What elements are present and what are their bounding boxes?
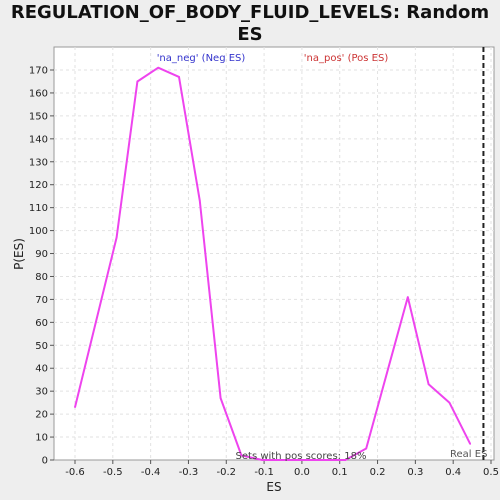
y-tick-label: 70 <box>35 295 48 306</box>
data-point <box>303 459 305 461</box>
y-tick-label: 110 <box>29 203 48 214</box>
y-tick-label: 90 <box>35 249 48 260</box>
series-line <box>74 66 472 461</box>
data-point <box>323 459 326 461</box>
data-point <box>157 66 159 69</box>
x-tick-label: 0.3 <box>407 467 423 478</box>
data-point <box>240 454 243 457</box>
x-axis-label: ES <box>266 480 281 494</box>
data-point <box>115 236 118 239</box>
x-tick-label: 0.1 <box>332 467 348 478</box>
x-tick-label: -0.5 <box>103 467 123 478</box>
data-point <box>407 296 409 298</box>
x-tick-label: 0.5 <box>483 467 499 478</box>
x-tick-label: -0.1 <box>254 467 274 478</box>
x-tick-label: -0.6 <box>65 467 85 478</box>
y-tick-label: 50 <box>35 341 48 352</box>
data-point <box>344 459 347 461</box>
y-tick-label: 140 <box>29 134 48 145</box>
data-point <box>95 321 97 324</box>
x-tick-label: -0.4 <box>141 467 161 478</box>
data-point <box>448 401 451 404</box>
data-point <box>199 199 201 202</box>
x-tick-label: 0.4 <box>445 467 461 478</box>
series-layer <box>74 66 472 461</box>
data-point <box>427 383 430 386</box>
y-tick-label: 100 <box>29 226 48 237</box>
x-tick-label: -0.3 <box>179 467 199 478</box>
data-point <box>178 76 180 78</box>
data-point <box>469 443 472 445</box>
pos-es-label: 'na_pos' (Pos ES) <box>304 53 389 64</box>
data-point <box>365 447 368 450</box>
y-tick-label: 0 <box>42 456 48 467</box>
x-tick-label: 0.2 <box>370 467 386 478</box>
annotation-layer: Real ES 'na_neg' (Neg ES) 'na_pos' (Pos ES… <box>157 47 487 462</box>
y-tick-label: 120 <box>29 180 48 191</box>
data-point <box>74 406 76 409</box>
y-tick-label: 20 <box>35 410 48 421</box>
y-tick-label: 130 <box>29 157 48 168</box>
y-tick-label: 150 <box>29 111 48 122</box>
data-point <box>261 459 264 461</box>
y-tick-label: 60 <box>35 318 48 329</box>
y-tick-label: 30 <box>35 387 48 398</box>
y-tick-label: 80 <box>35 272 48 283</box>
data-point <box>282 459 284 461</box>
y-tick-label: 170 <box>29 66 48 77</box>
neg-es-label: 'na_neg' (Neg ES) <box>157 53 246 64</box>
x-tick-label: 0.0 <box>294 467 310 478</box>
data-point <box>136 80 139 83</box>
chart-title-line1: REGULATION_OF_BODY_FLUID_LEVELS: Random … <box>10 2 490 45</box>
y-axis-label: P(ES) <box>12 238 26 270</box>
y-tick-label: 10 <box>35 433 48 444</box>
real-es-label: Real ES <box>450 449 487 460</box>
axes-layer: 0 10 20 30 40 50 60 70 80 90 100 110 120 130 140 150 160… <box>29 66 499 479</box>
x-tick-label: -0.2 <box>217 467 237 478</box>
y-tick-label: 160 <box>29 88 48 99</box>
data-point <box>386 372 388 374</box>
y-tick-label: 40 <box>35 364 48 375</box>
data-point <box>219 397 222 399</box>
pos-scores-label: Sets with pos scores: 18% <box>236 451 367 462</box>
